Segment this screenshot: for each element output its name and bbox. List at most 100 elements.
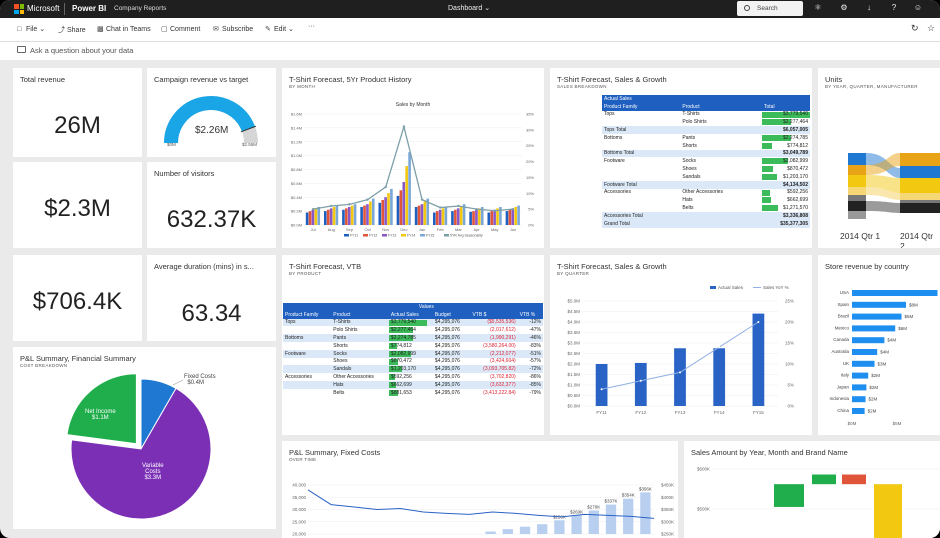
tile-kpi-706k[interactable]: $706.4K <box>13 255 142 341</box>
gear-icon[interactable]: ⚙ <box>840 3 848 12</box>
vtb-cell: (3,424,604) <box>490 358 516 365</box>
total-cell: $774,812 <box>762 142 810 150</box>
y2-tick-label: 25% <box>785 299 794 304</box>
tile-vtb[interactable]: T-Shirt Forecast, VTB BY PRODUCT Values P… <box>282 255 544 435</box>
tile-title: Units <box>825 75 843 84</box>
total-value: $6,057,005 <box>782 127 808 134</box>
budget-cell: $4,295,076 <box>432 334 471 342</box>
seasonality-point <box>311 207 315 211</box>
tile-visitors[interactable]: Number of visitors 632.37K <box>147 162 276 248</box>
actual-value: $881,653 <box>390 389 412 396</box>
family-cell <box>602 204 680 212</box>
x-tick-label: FY13 <box>675 410 686 415</box>
bar <box>508 209 512 225</box>
category-label: Spain <box>837 302 849 307</box>
ribbon-segment <box>900 166 940 178</box>
actual-value: $592,256 <box>390 374 412 381</box>
gauge-min: $0M <box>167 142 176 147</box>
tile-store-revenue[interactable]: Store revenue by country USA$7MSpain$8MB… <box>818 255 940 435</box>
tile-sales-breakdown[interactable]: T-Shirt Forecast, Sales & Growth SALES B… <box>550 68 812 248</box>
bar <box>852 325 896 332</box>
bar <box>852 301 906 308</box>
qa-input[interactable]: Ask a question about your data <box>30 46 134 55</box>
search-input[interactable]: Search <box>737 1 803 16</box>
budget-cell: $4,295,076 <box>432 318 471 327</box>
total-value: $3,049,789 <box>782 150 808 157</box>
product-cell <box>680 180 762 189</box>
file-menu[interactable]: □ File ⌄ <box>17 25 45 35</box>
budget-cell: $4,295,076 <box>434 358 460 365</box>
bar <box>478 208 481 225</box>
budget-cell: $4,295,076 <box>434 327 460 334</box>
family-cell: Tops <box>283 318 332 327</box>
kpi-value: $706.4K <box>32 288 123 315</box>
download-icon[interactable]: ↓ <box>867 3 871 12</box>
pie-slice <box>66 373 137 445</box>
favorite-star-icon[interactable]: ☆ <box>927 23 936 33</box>
family-cell <box>283 358 331 366</box>
actual-value: $2,082,999 <box>390 350 416 357</box>
workspace-name[interactable]: Company Reports <box>114 5 167 12</box>
y-tick-label: $4.5M <box>567 309 580 314</box>
table-header-cell: Actual Sales <box>388 310 433 319</box>
bar <box>363 205 366 225</box>
dashboard-dropdown[interactable]: Dashboard ⌄ <box>448 4 490 12</box>
edit-menu[interactable]: ✎ Edit ⌄ <box>265 25 294 35</box>
tile-subtitle: COST BREAKDOWN <box>20 363 68 368</box>
family-cell <box>602 173 680 181</box>
x-tick-label: FY12 <box>635 410 646 415</box>
refresh-icon[interactable]: ↻ <box>911 23 919 33</box>
legend-swatch <box>363 234 368 237</box>
bar-value-label: $356K <box>639 486 652 491</box>
tile-forecast-5yr[interactable]: T-Shirt Forecast, 5Yr Product History BY… <box>282 68 544 248</box>
tile-growth-by-quarter[interactable]: T-Shirt Forecast, Sales & Growth BY QUAR… <box>550 255 812 435</box>
family-cell: Bottoms <box>604 134 623 141</box>
bar <box>342 209 345 225</box>
x-tick-label: $5M <box>893 421 902 426</box>
fixed-costs-chart: 40,000 35,000 30,000 25,000 20,000 $450K $400K… <box>292 483 674 537</box>
tile-kpi-2-3m[interactable]: $2.3M <box>13 162 142 248</box>
tile-average-duration[interactable]: Average duration (mins) in s... 63.34 <box>147 255 276 341</box>
bar-value-label: $3M <box>878 361 887 366</box>
bar-value-label: $2M <box>869 397 878 402</box>
legend-label: FY13 <box>388 234 396 238</box>
bar <box>350 205 354 225</box>
yoy-point <box>718 346 721 349</box>
chat-in-teams-button[interactable]: ▩ Chat in Teams <box>97 25 151 35</box>
bar <box>511 208 515 225</box>
tile-pnl-summary[interactable]: P&L Summary, Financial Summary COST BREA… <box>13 347 276 529</box>
tile-title: Sales Amount by Year, Month and Brand Na… <box>691 448 848 457</box>
tile-title: T-Shirt Forecast, Sales & Growth <box>557 262 667 271</box>
actual-cell: $3,779,540 <box>388 318 433 327</box>
y2-tick-label: 15% <box>526 175 534 180</box>
bar <box>475 209 478 225</box>
more-options-button[interactable]: ··· <box>308 23 315 30</box>
budget-cell: $4,295,076 <box>432 380 471 389</box>
product-cell: T-Shirts <box>331 318 389 327</box>
product-name[interactable]: Power BI <box>72 4 107 13</box>
table-row: Tops T-Shirts $3,779,540 <box>602 111 810 119</box>
bell-icon[interactable]: ⚛ <box>814 3 822 12</box>
legend-swatch <box>710 286 716 289</box>
tile-fixed-costs[interactable]: P&L Summary, Fixed Costs OVER TIME 40,00… <box>282 441 678 538</box>
gauge-target-marker <box>240 125 257 133</box>
tile-units[interactable]: Units BY YEAR, QUARTER, MANUFACTURER 201… <box>818 68 940 248</box>
bar <box>634 362 647 406</box>
tile-sales-amount[interactable]: Sales Amount by Year, Month and Brand Na… <box>684 441 940 538</box>
data-bar <box>762 134 791 141</box>
share-button[interactable]: ⤴ Share <box>58 25 86 35</box>
data-bar <box>388 335 413 342</box>
total-value: $774,812 <box>787 142 808 149</box>
help-icon[interactable]: ? <box>891 3 897 12</box>
feedback-icon[interactable]: ☺ <box>913 3 923 12</box>
comment-button[interactable]: ▢ Comment <box>161 25 200 35</box>
tile-total-revenue[interactable]: Total revenue 26M <box>13 68 142 157</box>
subscribe-button[interactable]: ✉ Subscribe <box>213 25 253 35</box>
qa-bar[interactable]: Ask a question about your data <box>0 42 940 60</box>
bar <box>852 290 938 296</box>
pie-label-variable-costs: Variable Costs $3.3M <box>142 463 164 481</box>
y-tick-label: $0.0M <box>567 404 580 409</box>
bar <box>480 206 484 225</box>
tile-campaign-revenue[interactable]: Campaign revenue vs target $0M $2.55M $2… <box>147 68 276 157</box>
actual-value: $1,203,170 <box>390 366 416 373</box>
